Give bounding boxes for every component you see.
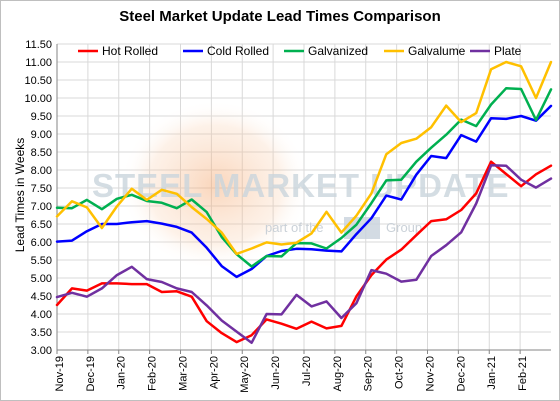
x-tick-label: Oct-20 <box>394 356 406 389</box>
series-line-galvalume <box>55 60 553 256</box>
y-tick-label: 3.00 <box>31 345 52 357</box>
legend-label-hot-rolled: Hot Rolled <box>102 44 158 58</box>
legend-label-cold-rolled: Cold Rolled <box>207 44 269 58</box>
x-tick-label: May-20 <box>239 356 251 393</box>
y-tick-label: 10.00 <box>24 93 52 105</box>
legend-label-galvalume: Galvalume <box>408 44 466 58</box>
series-line-galvanized <box>55 87 553 268</box>
y-tick-label: 11.50 <box>25 39 52 51</box>
y-tick-label: 4.00 <box>31 309 52 321</box>
y-tick-label: 5.50 <box>31 255 52 267</box>
x-tick-label: Mar-20 <box>177 356 189 391</box>
y-tick-label: 4.50 <box>31 291 52 303</box>
x-tick-label: Jan-21 <box>486 356 498 390</box>
series-line-plate <box>55 164 553 345</box>
x-tick-label: Apr-20 <box>208 356 220 389</box>
watermark-sub-right: Group <box>386 220 422 235</box>
y-tick-label: 10.50 <box>24 75 52 87</box>
x-tick-labels: Nov-19 Dec-19 Jan-20 Feb-20 Mar-20 Apr-20 May-… <box>54 356 529 393</box>
chart-title: Steel Market Update Lead Times Compariso… <box>119 8 441 25</box>
watermark-sub-left: part of the <box>265 220 324 235</box>
watermark-glow <box>120 100 310 270</box>
x-tick-label: Dec-19 <box>85 356 97 391</box>
y-tick-label: 5.00 <box>31 273 52 285</box>
series-line-hot-rolled <box>55 160 553 344</box>
y-tick-label: 3.50 <box>31 327 52 339</box>
x-tick-label: Feb-20 <box>147 356 159 391</box>
y-tick-label: 6.00 <box>31 237 52 249</box>
x-tick-label: Jan-20 <box>116 356 128 390</box>
x-tick-label: Nov-19 <box>54 356 66 391</box>
series-line-cold-rolled <box>55 104 553 279</box>
y-tick-label: 8.50 <box>31 147 52 159</box>
x-tick-label: Aug-20 <box>332 356 344 391</box>
y-tick-label: 9.00 <box>31 129 52 141</box>
y-tick-label: 7.00 <box>31 201 52 213</box>
y-tick-label: 6.50 <box>31 219 52 231</box>
y-tick-label: 9.50 <box>31 111 52 123</box>
x-tick-label: Nov-20 <box>424 356 436 391</box>
y-tick-label: 7.50 <box>31 183 52 195</box>
legend: Hot Rolled Cold Rolled Galvanized Galvalume… <box>78 44 522 58</box>
legend-label-galvanized: Galvanized <box>308 44 368 58</box>
watermark-main-text: STEEL MARKET UPDATE <box>92 167 509 204</box>
y-tick-label: 11.00 <box>25 57 52 69</box>
axes <box>56 44 551 354</box>
legend-label-plate: Plate <box>494 44 522 58</box>
x-tick-label: Jul-20 <box>301 356 313 386</box>
x-tick-label: Jun-20 <box>270 356 282 390</box>
x-tick-label: Feb-21 <box>517 356 529 391</box>
watermark-logo: STEEL MARKET UPDATE part of the Group <box>92 100 509 270</box>
y-tick-labels: 3.00 3.50 4.00 4.50 5.00 5.50 6.00 6.50 7.00 7.50… <box>24 39 52 357</box>
y-tick-label: 8.00 <box>31 165 52 177</box>
x-tick-label: Dec-20 <box>455 356 467 391</box>
x-tick-label: Sep-20 <box>363 356 375 391</box>
series-lines <box>55 60 553 345</box>
